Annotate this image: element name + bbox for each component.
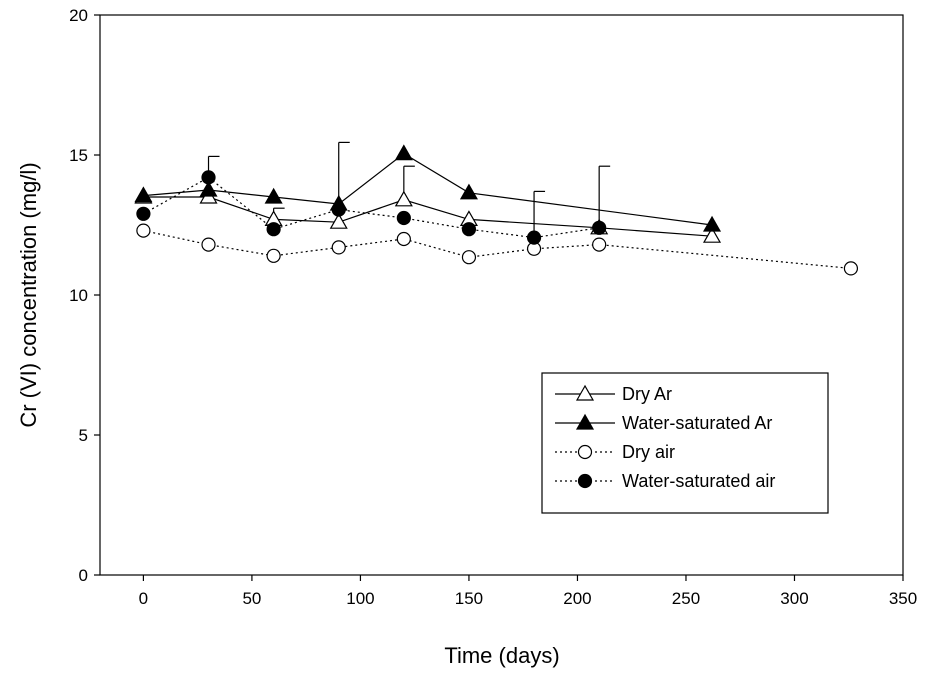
series-line-dry-air: [143, 230, 851, 269]
series-line-dry-ar: [143, 196, 713, 237]
x-tick-label: 0: [139, 589, 148, 608]
series-dry-air: [136, 223, 859, 276]
legend-marker-dry-ar: [575, 384, 595, 401]
y-tick-label: 20: [69, 6, 88, 25]
data-point: [266, 248, 281, 263]
x-tick-label: 200: [563, 589, 591, 608]
x-tick-label: 300: [780, 589, 808, 608]
legend-label-water-saturated-ar: Water-saturated Ar: [622, 413, 772, 433]
data-point: [394, 190, 413, 207]
data-point: [592, 237, 607, 252]
x-tick-label: 350: [889, 589, 917, 608]
y-axis-title: Cr (VI) concentration (mg/l): [16, 162, 41, 427]
x-tick-label: 250: [672, 589, 700, 608]
data-point: [266, 222, 281, 237]
data-point: [459, 183, 478, 200]
data-point: [394, 144, 413, 161]
data-point: [331, 240, 346, 255]
x-tick-label: 100: [346, 589, 374, 608]
data-point: [396, 210, 411, 226]
plot-area: [134, 141, 859, 276]
series-dry-ar: [134, 165, 722, 243]
series-line-water-saturated-ar: [143, 152, 713, 226]
x-axis-title: Time (days): [444, 643, 559, 668]
legend-marker-dry-air: [577, 444, 593, 460]
x-tick-label: 150: [455, 589, 483, 608]
data-point: [461, 250, 477, 265]
data-point: [461, 222, 477, 237]
legend-label-water-saturated-air: Water-saturated air: [622, 471, 775, 491]
legend-label-dry-ar: Dry Ar: [622, 384, 672, 404]
series-line-water-saturated-air: [143, 176, 600, 239]
data-point: [136, 206, 151, 221]
axes: 0 50 100 150 200 250 300 350 0 5 10 15 20: [69, 6, 917, 608]
data-point: [396, 231, 411, 247]
legend: Dry Ar Water-saturated Ar Dry air Water-sat…: [541, 372, 829, 514]
legend-marker-water-saturated-ar: [575, 413, 595, 430]
data-point: [702, 226, 722, 243]
data-point: [329, 212, 348, 229]
data-point: [264, 187, 283, 204]
y-tick-label: 10: [69, 286, 88, 305]
x-tick-label: 50: [242, 589, 261, 608]
data-point: [331, 202, 346, 217]
data-point: [201, 170, 216, 185]
series-water-saturated-air: [136, 155, 611, 245]
legend-label-dry-air: Dry air: [622, 442, 675, 462]
y-tick-label: 5: [79, 426, 88, 445]
data-point: [201, 237, 216, 252]
legend-marker-water-saturated-air: [577, 473, 593, 489]
data-point: [136, 223, 151, 238]
data-point: [843, 261, 859, 276]
data-point: [526, 230, 542, 245]
data-point: [134, 186, 153, 203]
data-point: [592, 220, 607, 235]
y-tick-label: 0: [79, 566, 88, 585]
series-water-saturated-ar: [134, 141, 722, 232]
data-point: [702, 215, 722, 232]
y-tick-label: 15: [69, 146, 88, 165]
data-point: [199, 180, 218, 197]
